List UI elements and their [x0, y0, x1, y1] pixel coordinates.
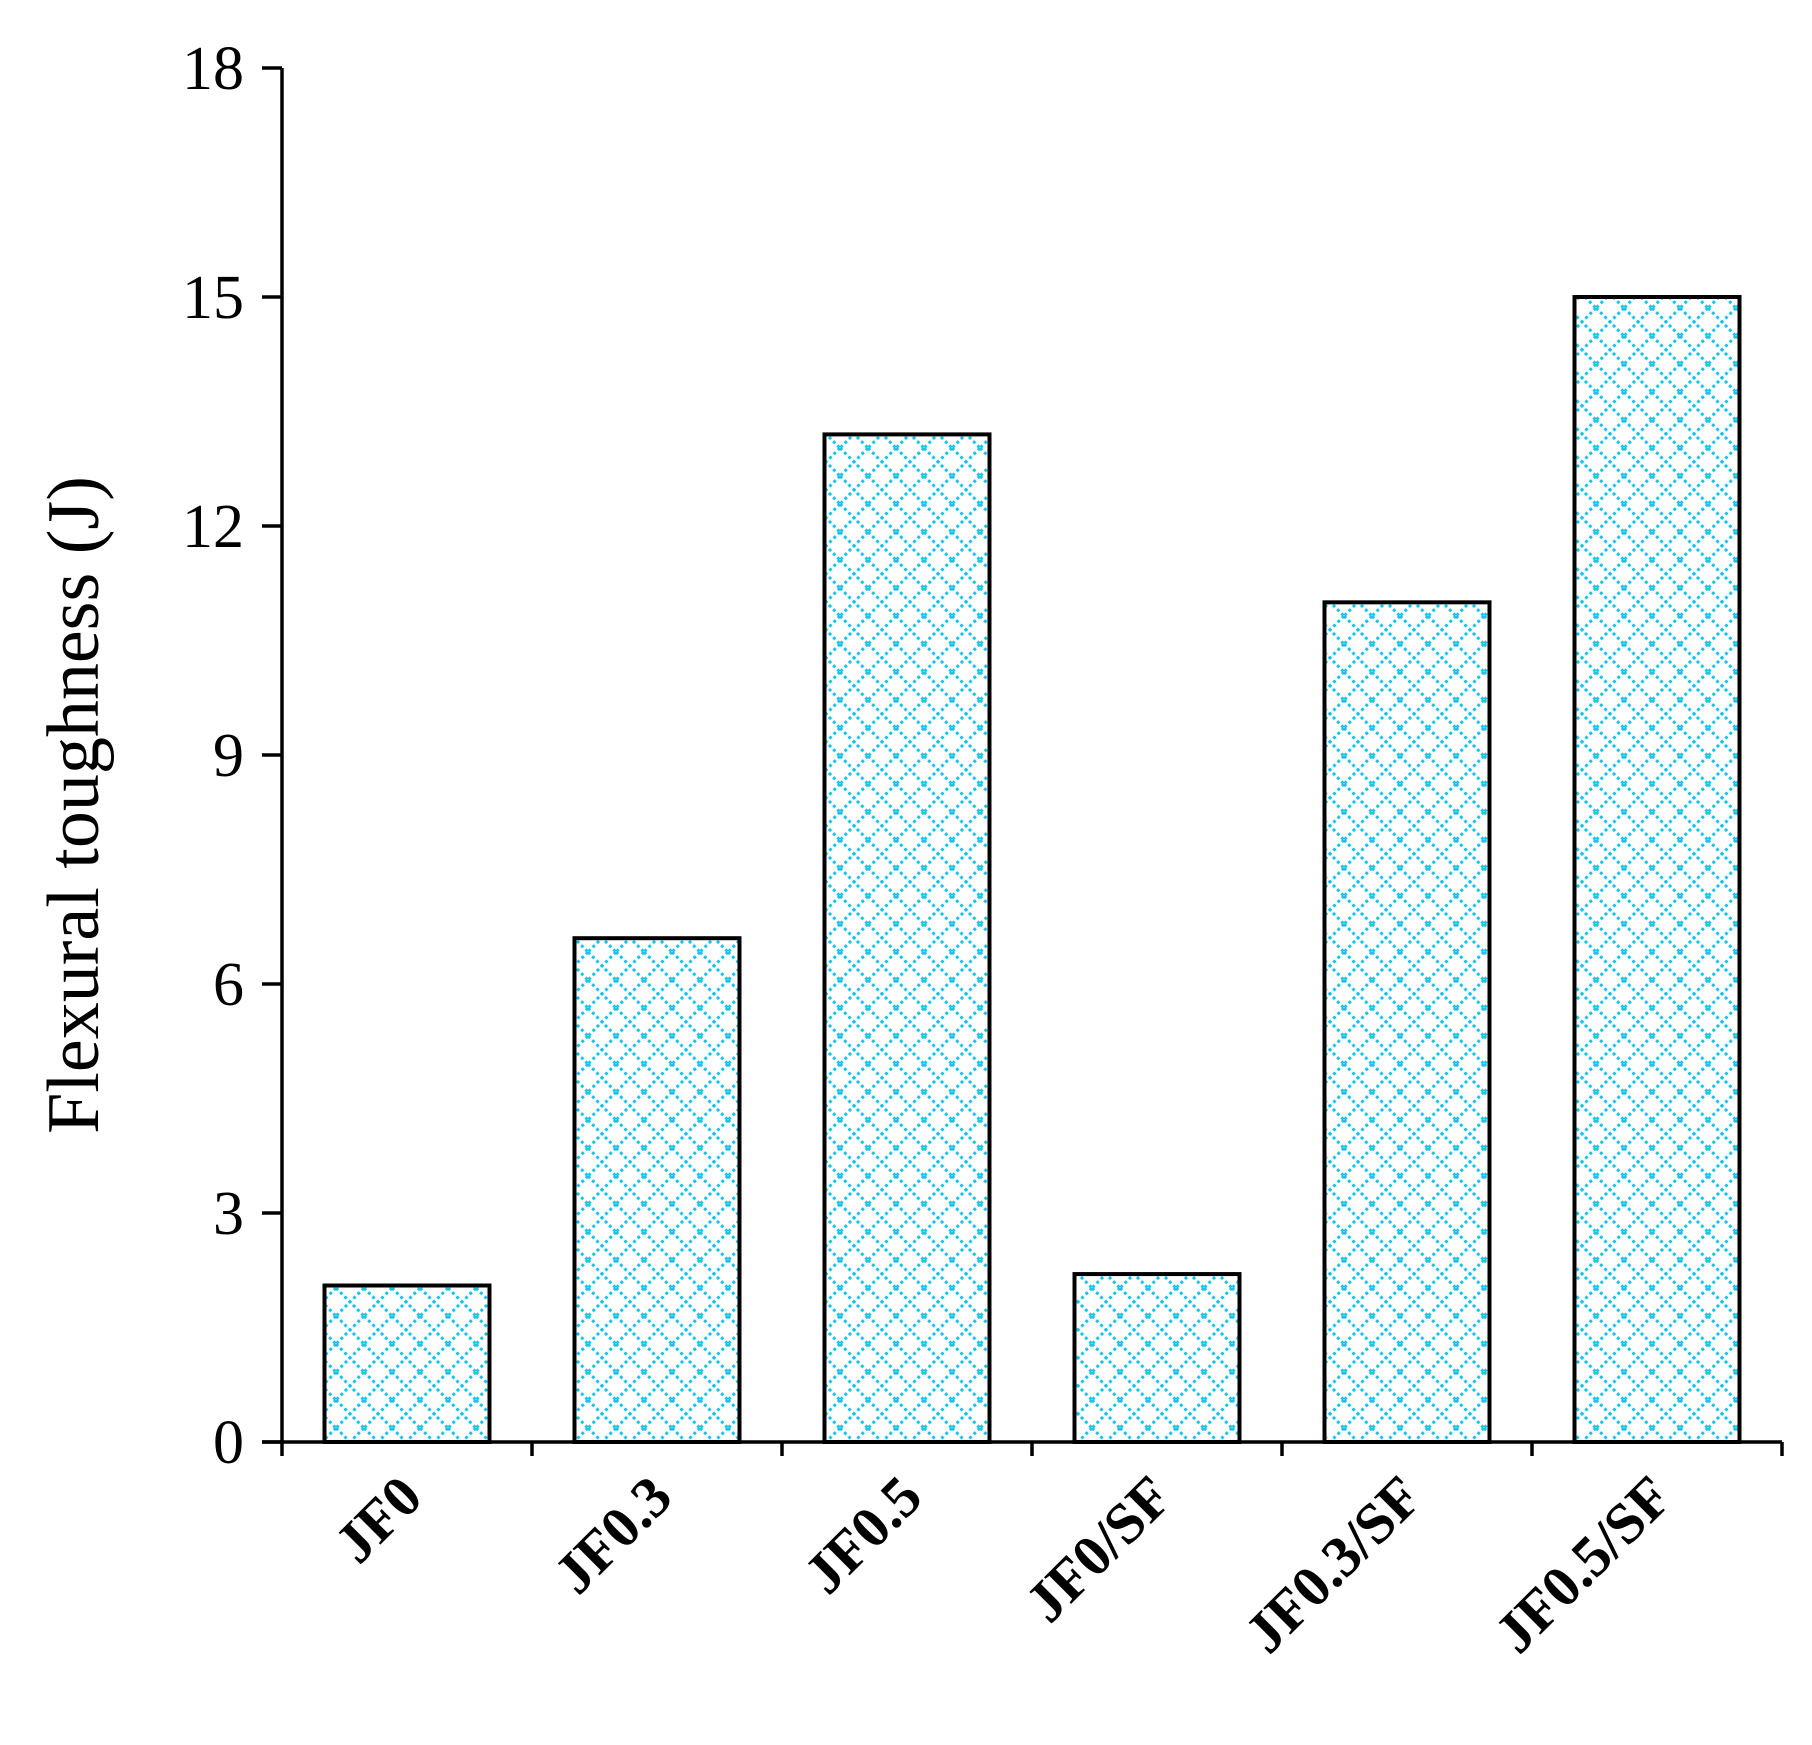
y-tick-label: 3: [213, 1180, 244, 1248]
y-tick-label: 15: [182, 264, 244, 332]
x-category-label: JF0.5: [791, 1463, 934, 1606]
x-category-label: JF0: [322, 1463, 434, 1575]
bars-group: [322, 295, 1742, 1445]
x-category-label: JF0.5/SF: [1482, 1463, 1684, 1665]
y-tick-label: 6: [213, 951, 244, 1019]
y-axis-title: Flexural toughness (J): [33, 476, 115, 1134]
x-category-label: JF0.3/SF: [1232, 1463, 1434, 1665]
bar-jf0-sf: [1072, 1272, 1242, 1444]
x-category-label: JF0/SF: [1013, 1463, 1184, 1634]
bar-jf0-3: [572, 936, 742, 1444]
bar-jf0: [322, 1283, 492, 1445]
y-tick-label: 0: [213, 1409, 244, 1477]
bar-jf0-3-sf: [1322, 600, 1492, 1444]
bar-jf0-5-sf: [1572, 295, 1742, 1444]
y-tick-label: 9: [213, 722, 244, 790]
y-tick-label: 18: [182, 35, 244, 103]
axes-group: [262, 68, 1782, 1444]
x-category-label: JF0.3: [541, 1463, 684, 1606]
bar-jf0-5: [822, 432, 992, 1444]
y-tick-label: 12: [182, 493, 244, 561]
